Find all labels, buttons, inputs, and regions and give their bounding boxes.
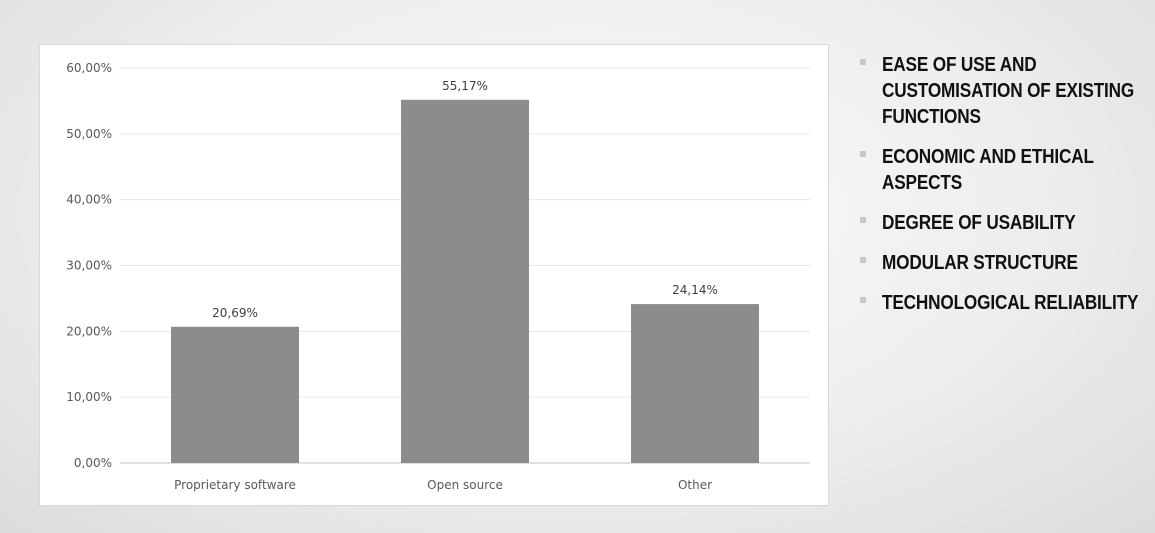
bullet-item: TECHNOLOGICAL RELIABILITY — [860, 290, 1150, 316]
bullet-square-icon — [860, 217, 866, 223]
bar — [401, 99, 529, 464]
y-tick-label: 10,00% — [66, 390, 112, 404]
y-tick-label: 50,00% — [66, 127, 112, 141]
bullet-item: ECONOMIC AND ETHICAL ASPECTS — [860, 144, 1150, 196]
y-tick-label: 20,00% — [66, 324, 112, 338]
bar — [631, 304, 759, 463]
category-label: Other — [678, 478, 712, 492]
data-label: 20,69% — [212, 306, 258, 320]
chart-panel: 0,00% 10,00% 20,00% 30,00% 40,00% 50,00% 60,00… — [39, 44, 829, 506]
y-tick-label: 0,00% — [74, 456, 112, 470]
bullet-square-icon — [860, 297, 866, 303]
bullet-text: TECHNOLOGICAL RELIABILITY — [882, 292, 1139, 314]
bullet-item: EASE OF USE AND CUSTOMISATION OF EXISTIN… — [860, 52, 1150, 130]
y-tick-label: 30,00% — [66, 259, 112, 273]
bullet-text: DEGREE OF USABILITY — [882, 212, 1076, 234]
bullet-list: EASE OF USE AND CUSTOMISATION OF EXISTIN… — [860, 52, 1150, 330]
bullet-item: DEGREE OF USABILITY — [860, 210, 1150, 236]
data-label: 55,17% — [442, 79, 488, 93]
data-label: 24,14% — [672, 283, 718, 297]
bullet-text: MODULAR STRUCTURE — [882, 252, 1078, 274]
bullet-text: EASE OF USE AND CUSTOMISATION OF EXISTIN… — [882, 54, 1135, 128]
bullet-square-icon — [860, 257, 866, 263]
bullet-square-icon — [860, 151, 866, 157]
y-tick-label: 40,00% — [66, 193, 112, 207]
y-tick-label: 60,00% — [66, 61, 112, 75]
bullet-square-icon — [860, 59, 866, 65]
category-label: Open source — [427, 478, 503, 492]
bar — [171, 326, 299, 463]
bar-chart: 0,00% 10,00% 20,00% 30,00% 40,00% 50,00% 60,00… — [66, 61, 810, 492]
bullet-text: ECONOMIC AND ETHICAL ASPECTS — [882, 146, 1094, 194]
bullet-item: MODULAR STRUCTURE — [860, 250, 1150, 276]
category-label: Proprietary software — [174, 478, 296, 492]
